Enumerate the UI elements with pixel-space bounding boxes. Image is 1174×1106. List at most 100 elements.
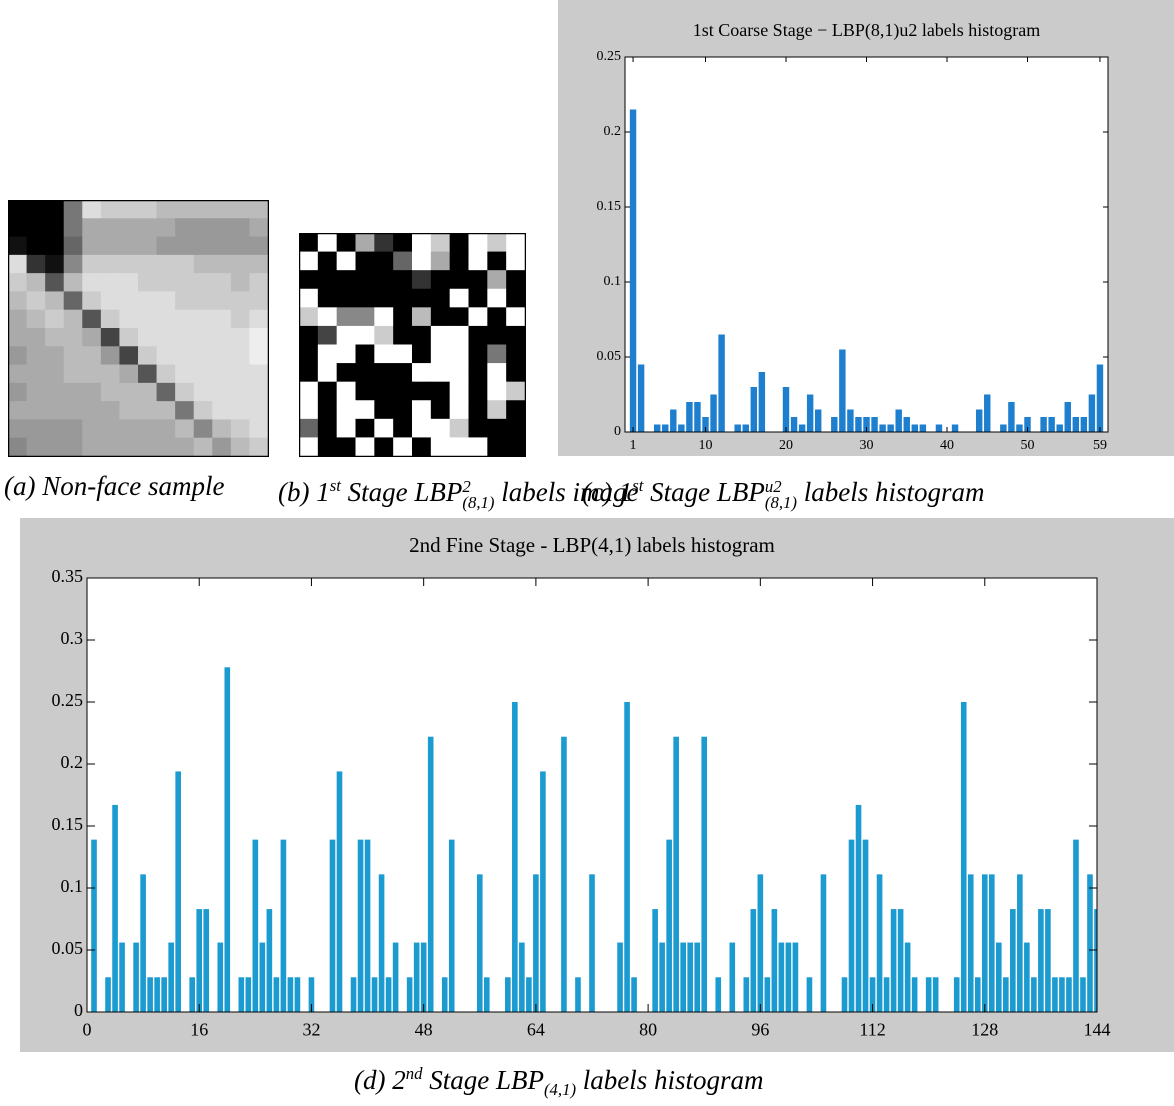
pixel [156,200,176,219]
pixel [249,218,269,238]
x-tick-label: 16 [190,1020,208,1040]
bar [336,771,343,1012]
caption-text: 2 [462,476,471,496]
pixel [230,437,250,457]
bar [161,977,167,1012]
bar [238,977,245,1012]
pixel [119,273,139,292]
pixel [8,254,28,274]
pixel [82,419,102,439]
pixel [63,437,83,457]
x-tick-label: 80 [639,1020,657,1040]
pixel [468,363,488,383]
caption-text: (c) 1 [582,477,633,508]
bar [378,874,385,1012]
pixel [212,200,232,219]
bar [694,942,701,1012]
pixel [193,200,213,219]
y-tick-label: 0.25 [52,690,84,710]
bar [154,977,160,1012]
bar [1066,977,1072,1012]
pixel [193,328,213,347]
pixel [119,291,139,311]
pixel [355,363,375,383]
pixel [8,364,28,384]
pixel [468,344,488,364]
bar [953,977,960,1012]
bar [903,417,910,432]
pixel [299,270,319,290]
pixel [82,254,102,274]
caption-d: (d) 2nd Stage LBP(4,1) labels histogram [354,1058,764,1106]
pixel [430,400,451,420]
pixel [249,346,269,366]
pixel [487,325,507,345]
bar [814,409,822,432]
bar [925,977,932,1012]
pixel [230,382,250,402]
bar [561,736,567,1012]
bar [1059,977,1065,1012]
pixel [336,381,356,401]
pixel [355,288,375,308]
pixel [506,307,526,327]
pixel [138,309,158,329]
pixel [193,419,213,439]
bar [385,977,392,1012]
bar [203,909,210,1012]
pixel [393,437,413,457]
pixel [175,364,195,384]
pixel [449,400,469,420]
pixel [430,270,451,290]
bar [694,402,701,432]
pixel [299,251,319,271]
pixel [393,363,413,383]
pixel [249,328,269,347]
pixel [317,325,338,345]
bar [119,942,125,1012]
pixel [449,344,469,364]
pixel [26,291,46,311]
plot-area [625,57,1108,432]
pixel [119,382,139,402]
bar [974,977,981,1012]
pixel [45,273,65,292]
pixel [374,418,394,438]
bar [252,839,259,1012]
pixel [249,291,269,311]
bar [680,942,686,1012]
pixel [468,325,488,345]
pixel [82,328,102,347]
pixel [299,233,319,253]
pixel [212,218,232,238]
bars [629,109,1104,432]
pixel [175,254,195,274]
caption-text: (a) Non-face sample [4,471,225,501]
x-tick-label: 128 [971,1020,998,1040]
bar [678,424,685,432]
bar [1088,394,1096,432]
pixel [230,364,250,384]
pixel [506,344,526,364]
bar [820,874,827,1012]
bar [839,349,846,432]
axes-box [624,56,1109,433]
bar [771,909,778,1012]
pixel [45,346,65,366]
y-tick-label: 0.25 [597,49,622,64]
bar [652,909,658,1012]
pixel [175,382,195,402]
pixel [355,233,375,253]
y-tick-label: 0.2 [61,752,84,772]
bar [782,387,790,432]
bar [919,424,927,432]
bar [855,804,862,1012]
pixel [212,254,232,274]
pixel [100,437,120,457]
bar [715,977,722,1012]
bar [420,942,427,1012]
pixel [230,200,250,219]
pixel [355,270,375,290]
pixel [45,401,65,420]
bar [686,402,693,432]
